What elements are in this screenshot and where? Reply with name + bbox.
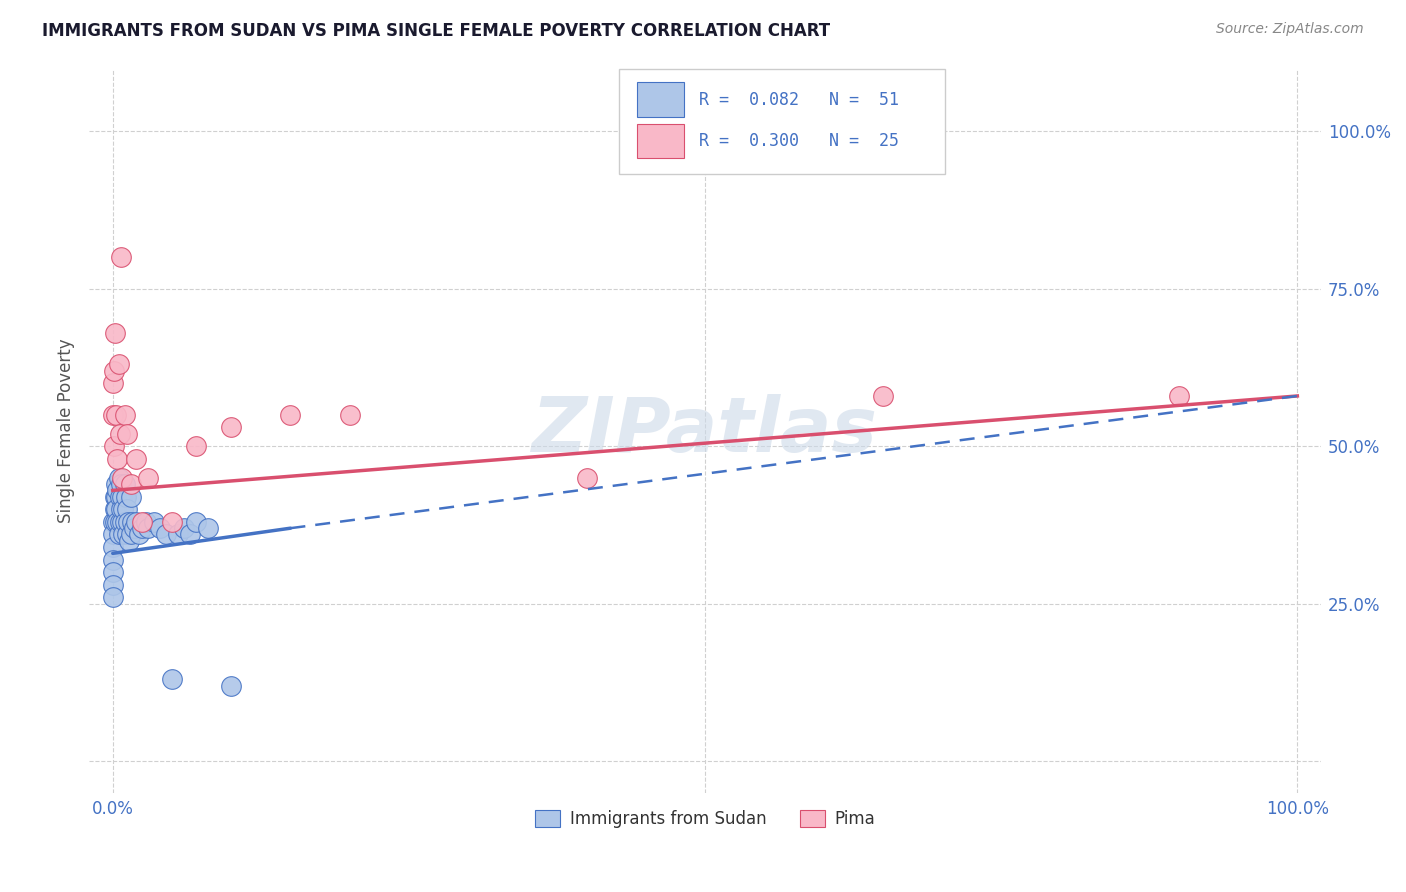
Point	[101, 408, 124, 422]
Point	[114, 477, 136, 491]
Point	[103, 439, 125, 453]
Point	[105, 408, 128, 422]
Point	[104, 515, 127, 529]
Text: IMMIGRANTS FROM SUDAN VS PIMA SINGLE FEMALE POVERTY CORRELATION CHART: IMMIGRANTS FROM SUDAN VS PIMA SINGLE FEM…	[42, 22, 831, 40]
Point	[110, 251, 132, 265]
Point	[101, 591, 124, 605]
Point	[121, 515, 143, 529]
Point	[128, 527, 150, 541]
Point	[107, 515, 129, 529]
Point	[184, 439, 207, 453]
Point	[107, 471, 129, 485]
Point	[103, 364, 125, 378]
Point	[104, 326, 127, 340]
Point	[101, 540, 124, 554]
Point	[339, 408, 361, 422]
Point	[131, 521, 153, 535]
Point	[104, 490, 127, 504]
Point	[117, 515, 139, 529]
Point	[160, 673, 183, 687]
Point	[136, 471, 159, 485]
Point	[101, 376, 124, 391]
Point	[219, 420, 242, 434]
Point	[173, 521, 195, 535]
Point	[125, 451, 148, 466]
Point	[184, 515, 207, 529]
FancyBboxPatch shape	[637, 82, 685, 117]
Point	[120, 490, 142, 504]
Point	[131, 515, 153, 529]
Point	[280, 408, 302, 422]
Point	[107, 527, 129, 541]
Point	[167, 527, 190, 541]
Point	[114, 408, 136, 422]
Point	[108, 490, 131, 504]
Point	[110, 502, 132, 516]
Point	[112, 502, 135, 516]
Point	[108, 515, 131, 529]
Text: ZIPatlas: ZIPatlas	[531, 393, 879, 467]
Point	[101, 552, 124, 566]
Point	[197, 521, 219, 535]
Point	[101, 566, 124, 580]
Point	[115, 527, 138, 541]
Point	[101, 578, 124, 592]
Point	[115, 426, 138, 441]
FancyBboxPatch shape	[637, 124, 685, 158]
Point	[125, 515, 148, 529]
Point	[1167, 389, 1189, 403]
Point	[111, 471, 134, 485]
Point	[111, 515, 134, 529]
Point	[179, 527, 201, 541]
Point	[872, 389, 894, 403]
Point	[107, 358, 129, 372]
FancyBboxPatch shape	[619, 69, 945, 174]
Point	[143, 515, 166, 529]
Point	[105, 490, 128, 504]
Legend: Immigrants from Sudan, Pima: Immigrants from Sudan, Pima	[529, 804, 882, 835]
Point	[104, 502, 127, 516]
Point	[101, 515, 124, 529]
Point	[115, 502, 138, 516]
Point	[149, 521, 172, 535]
Point	[120, 477, 142, 491]
Point	[105, 502, 128, 516]
Point	[219, 679, 242, 693]
Text: Source: ZipAtlas.com: Source: ZipAtlas.com	[1216, 22, 1364, 37]
Point	[114, 515, 136, 529]
Text: R =  0.300   N =  25: R = 0.300 N = 25	[699, 132, 898, 150]
Point	[112, 527, 135, 541]
Point	[122, 521, 145, 535]
Point	[135, 515, 157, 529]
Point	[118, 533, 141, 548]
Point	[107, 451, 129, 466]
Point	[110, 477, 132, 491]
Y-axis label: Single Female Poverty: Single Female Poverty	[58, 338, 75, 523]
Point	[108, 426, 131, 441]
Point	[136, 521, 159, 535]
Point	[107, 483, 129, 498]
Point	[155, 527, 177, 541]
Text: R =  0.082   N =  51: R = 0.082 N = 51	[699, 91, 898, 109]
Point	[575, 471, 598, 485]
Point	[160, 515, 183, 529]
Point	[105, 477, 128, 491]
Point	[111, 490, 134, 504]
Point	[120, 527, 142, 541]
Point	[114, 490, 136, 504]
Point	[101, 527, 124, 541]
